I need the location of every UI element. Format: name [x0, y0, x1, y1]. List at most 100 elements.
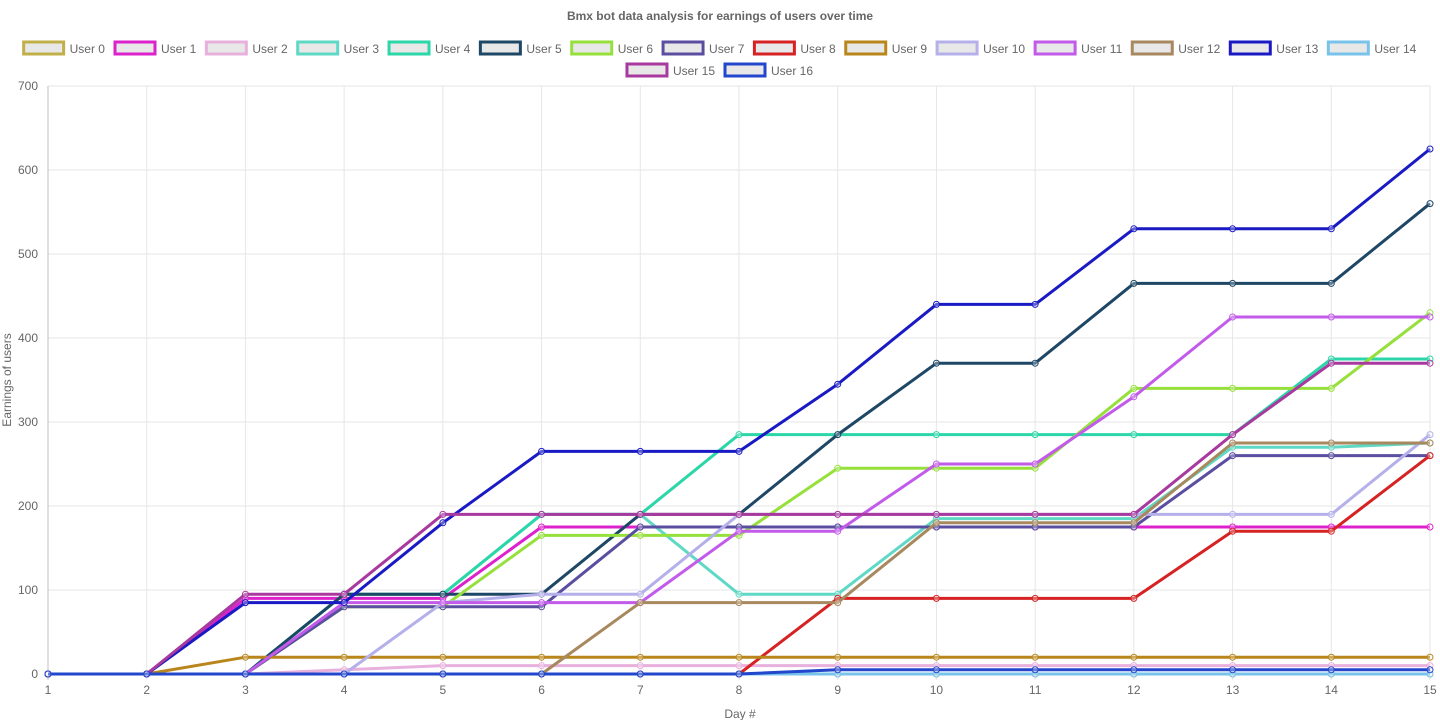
data-point	[1229, 452, 1237, 460]
data-point	[1327, 225, 1335, 233]
data-point	[932, 510, 940, 518]
data-point	[1426, 653, 1434, 661]
data-point	[1031, 300, 1039, 308]
x-tick-label: 11	[1029, 683, 1042, 697]
legend-item[interactable]: User 3	[296, 40, 380, 56]
x-tick-label: 12	[1127, 683, 1141, 697]
x-tick-label: 6	[538, 683, 545, 697]
data-point	[1130, 666, 1138, 674]
data-point	[636, 447, 644, 455]
legend-item[interactable]: User 8	[752, 40, 836, 56]
data-point	[636, 531, 644, 539]
data-point	[439, 519, 447, 527]
data-point	[834, 599, 842, 607]
data-point	[1229, 384, 1237, 392]
legend-item[interactable]: User 9	[844, 40, 928, 56]
y-tick-label: 300	[18, 415, 38, 429]
data-point	[1327, 313, 1335, 321]
data-point	[1031, 359, 1039, 367]
legend-label: User 0	[70, 42, 106, 56]
legend-swatch	[844, 40, 888, 56]
legend-swatch	[296, 40, 340, 56]
y-tick-label: 600	[18, 163, 38, 177]
y-tick-label: 200	[18, 499, 38, 513]
data-point	[538, 653, 546, 661]
legend-label: User 5	[526, 42, 562, 56]
data-point	[932, 519, 940, 527]
legend-item[interactable]: User 13	[1228, 40, 1319, 56]
data-point	[1229, 666, 1237, 674]
data-point	[1229, 313, 1237, 321]
data-point	[636, 590, 644, 598]
x-tick-label: 14	[1325, 683, 1339, 697]
legend-swatch	[22, 40, 66, 56]
legend-item[interactable]: User 16	[723, 62, 813, 78]
legend-item[interactable]: User 2	[204, 40, 288, 56]
data-point	[1327, 527, 1335, 535]
data-point	[1130, 225, 1138, 233]
legend-item[interactable]: User 1	[113, 40, 197, 56]
series-line	[48, 315, 1430, 676]
x-tick-label: 8	[736, 683, 743, 697]
data-point	[735, 527, 743, 535]
legend-item[interactable]: User 11	[1033, 40, 1123, 56]
legend-item[interactable]: User 0	[22, 40, 106, 56]
x-tick-label: 2	[143, 683, 150, 697]
data-point	[636, 670, 644, 678]
legend-swatch	[387, 40, 431, 56]
data-point	[636, 599, 644, 607]
data-point	[1130, 519, 1138, 527]
data-point	[636, 510, 644, 518]
data-point	[538, 531, 546, 539]
legend-swatch	[752, 40, 796, 56]
x-axis-label: Day #	[724, 707, 756, 720]
legend-label: User 9	[892, 42, 928, 56]
chart-title: Bmx bot data analysis for earnings of us…	[567, 9, 873, 23]
legend-item[interactable]: User 6	[570, 40, 654, 56]
legend-item[interactable]: User 10	[935, 40, 1025, 56]
data-point	[340, 670, 348, 678]
data-point	[1229, 279, 1237, 287]
y-tick-label: 700	[18, 79, 38, 93]
y-tick-label: 500	[18, 247, 38, 261]
data-point	[1031, 666, 1039, 674]
legend-label: User 10	[983, 42, 1025, 56]
data-point	[44, 670, 52, 678]
data-point	[1327, 452, 1335, 460]
data-point	[1426, 452, 1434, 460]
legend-label: User 14	[1374, 42, 1416, 56]
legend-label: User 3	[344, 42, 380, 56]
x-tick-label: 13	[1226, 683, 1240, 697]
data-point	[241, 670, 249, 678]
legend-item[interactable]: User 7	[661, 40, 745, 56]
data-point	[1327, 359, 1335, 367]
data-point	[241, 599, 249, 607]
data-point	[1031, 431, 1039, 439]
legend-item[interactable]: User 15	[625, 62, 715, 78]
legend-item[interactable]: User 14	[1326, 40, 1417, 56]
data-point	[1130, 510, 1138, 518]
x-tick-label: 4	[341, 683, 348, 697]
legend-swatch	[935, 40, 979, 56]
data-point	[735, 599, 743, 607]
legend-item[interactable]: User 4	[387, 40, 471, 56]
legend-swatch	[478, 40, 522, 56]
data-point	[636, 523, 644, 531]
data-point	[241, 590, 249, 598]
legend-swatch	[625, 62, 669, 78]
data-point	[1426, 523, 1434, 531]
data-point	[1130, 393, 1138, 401]
data-point	[1130, 594, 1138, 602]
data-point	[834, 653, 842, 661]
data-point	[735, 653, 743, 661]
legend-item[interactable]: User 12	[1130, 40, 1221, 56]
legend-swatch	[113, 40, 157, 56]
legend-label: User 16	[771, 64, 813, 78]
legend-item[interactable]: User 5	[478, 40, 562, 56]
data-point	[1229, 439, 1237, 447]
series-line	[48, 655, 1430, 676]
data-point	[1130, 384, 1138, 392]
data-point	[1130, 431, 1138, 439]
